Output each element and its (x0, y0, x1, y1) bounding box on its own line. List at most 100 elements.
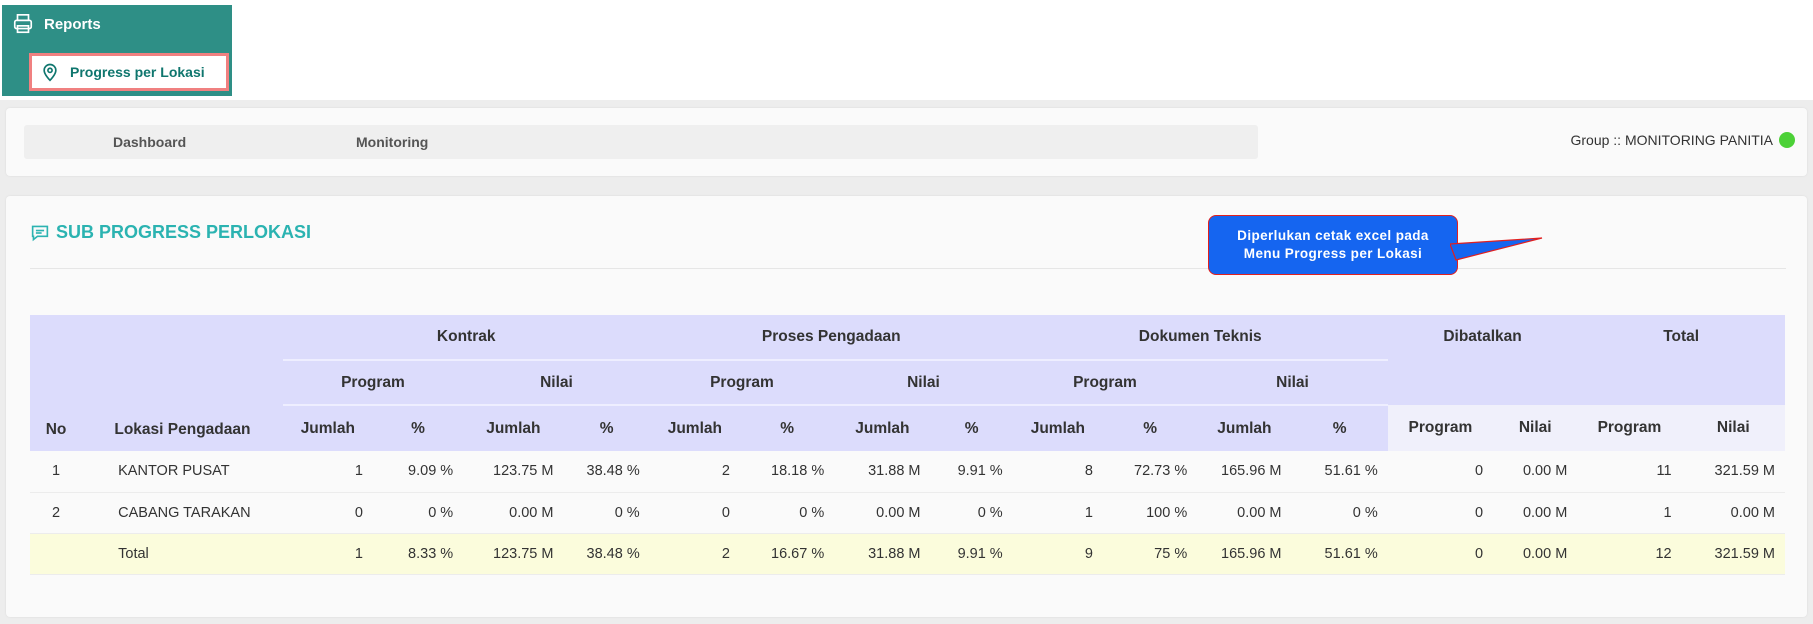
cell: 0.00 M (463, 492, 564, 534)
cell: 1 (282, 451, 373, 493)
cell: 165.96 M (1197, 451, 1292, 493)
cell: 31.88 M (834, 451, 931, 493)
col-jumlah: Jumlah (1197, 405, 1292, 451)
col-sub-nilai: Nilai (834, 360, 1013, 406)
col-jumlah: Jumlah (282, 405, 373, 451)
cell: 16.67 % (739, 533, 835, 575)
tab-dashboard[interactable]: Dashboard (113, 134, 187, 150)
cell: 100 % (1102, 492, 1198, 534)
cell: 0 (1387, 492, 1494, 534)
col-group-kontrak: Kontrak (282, 315, 650, 361)
cell-lokasi: CABANG TARAKAN (82, 492, 283, 534)
cell: 2 (649, 451, 740, 493)
col-group-dokumen: Dokumen Teknis (1012, 315, 1388, 361)
col-sub-program: Program (1012, 360, 1198, 406)
callout-line-1: Diperlukan cetak excel pada (1237, 228, 1429, 243)
cell: 9.09 % (372, 451, 464, 493)
col-sub-program: Program (282, 360, 464, 406)
cell: 9 (1012, 533, 1103, 575)
cell: 8.33 % (372, 533, 464, 575)
cell: 8 (1012, 451, 1103, 493)
col-pct: % (1291, 405, 1388, 451)
cell: 0 (649, 492, 740, 534)
annotation-callout: Diperlukan cetak excel pada Menu Progres… (1208, 215, 1458, 275)
card-title: SUB PROGRESS PERLOKASI (30, 222, 311, 243)
cell: 1 (282, 533, 373, 575)
sidebar-item-progress-per-lokasi[interactable]: Progress per Lokasi (29, 53, 229, 91)
cell: 321.59 M (1681, 451, 1785, 493)
cell: 0.00 M (1197, 492, 1292, 534)
cell-lokasi: KANTOR PUSAT (82, 451, 283, 493)
col-group-proses: Proses Pengadaan (649, 315, 1013, 361)
col-jumlah: Jumlah (834, 405, 931, 451)
sidebar-reports-menu: Reports Progress per Lokasi (2, 5, 232, 96)
cell: 0 (1387, 533, 1494, 575)
cell: 2 (649, 533, 740, 575)
progress-table: No Lokasi Pengadaan Kontrak Proses Penga… (30, 315, 1785, 575)
cell-no: 2 (30, 492, 83, 534)
table-row: 1 KANTOR PUSAT 1 9.09 % 123.75 M 38.48 %… (30, 451, 1785, 493)
cell: 38.48 % (563, 533, 650, 575)
cell: 123.75 M (463, 533, 564, 575)
cell: 0.00 M (1493, 451, 1578, 493)
comment-icon (31, 225, 49, 241)
cell: 11 (1577, 451, 1682, 493)
cell: 0.00 M (1681, 492, 1785, 534)
divider (30, 268, 1786, 269)
cell-no: 1 (30, 451, 83, 493)
main-card: SUB PROGRESS PERLOKASI No Lokasi Pengada… (6, 196, 1807, 617)
cell: 0 % (930, 492, 1013, 534)
cell: 321.59 M (1681, 533, 1785, 575)
col-group-dibatalkan: Dibatalkan (1387, 315, 1578, 405)
cell: 31.88 M (834, 533, 931, 575)
col-pct: % (372, 405, 464, 451)
group-label: Group :: MONITORING PANITIA (1570, 132, 1773, 148)
nav-card: Dashboard Monitoring Group :: MONITORING… (6, 108, 1807, 176)
cell: 123.75 M (463, 451, 564, 493)
cell: 0.00 M (1493, 492, 1578, 534)
status-dot-icon (1779, 132, 1795, 148)
col-pct: % (563, 405, 650, 451)
cell: 0.00 M (1493, 533, 1578, 575)
cell: 0 % (739, 492, 835, 534)
cell: 165.96 M (1197, 533, 1292, 575)
cell: 1 (1012, 492, 1103, 534)
cell-lokasi: Total (82, 533, 283, 575)
sidebar-item-label: Progress per Lokasi (70, 64, 205, 80)
cell: 51.61 % (1291, 533, 1388, 575)
callout-pointer (1450, 237, 1543, 261)
cell: 0 (282, 492, 373, 534)
cell-no (30, 533, 83, 575)
cell: 72.73 % (1102, 451, 1198, 493)
cell: 51.61 % (1291, 451, 1388, 493)
cell: 9.91 % (930, 451, 1013, 493)
cell: 38.48 % (563, 451, 650, 493)
col-lokasi: Lokasi Pengadaan (82, 315, 283, 451)
cell: 75 % (1102, 533, 1198, 575)
printer-icon (13, 14, 33, 34)
cell: 0 % (563, 492, 650, 534)
location-pin-icon (43, 63, 57, 82)
nav-tab-bar: Dashboard Monitoring (24, 125, 1258, 159)
callout-line-2: Menu Progress per Lokasi (1243, 246, 1423, 261)
col-jumlah: Jumlah (649, 405, 740, 451)
cell: 18.18 % (739, 451, 835, 493)
page-title: SUB PROGRESS PERLOKASI (56, 222, 312, 242)
col-sub-nilai: Nilai (463, 360, 650, 406)
cell: 0 % (1291, 492, 1388, 534)
sidebar-item-reports[interactable]: Reports (12, 13, 101, 35)
table-total-row: Total 1 8.33 % 123.75 M 38.48 % 2 16.67 … (30, 533, 1785, 575)
col-jumlah: Jumlah (463, 405, 564, 451)
tab-monitoring[interactable]: Monitoring (356, 134, 429, 150)
cell: 9.91 % (930, 533, 1013, 575)
col-no: No (30, 315, 83, 451)
col-group-total: Total (1577, 315, 1785, 405)
col-nilai: Nilai (1493, 405, 1578, 451)
col-sub-nilai: Nilai (1197, 360, 1388, 406)
cell: 12 (1577, 533, 1682, 575)
top-strip (0, 0, 1813, 100)
cell: 0 (1387, 451, 1494, 493)
cell: 0.00 M (834, 492, 931, 534)
cell: 1 (1577, 492, 1682, 534)
col-pct: % (1102, 405, 1198, 451)
